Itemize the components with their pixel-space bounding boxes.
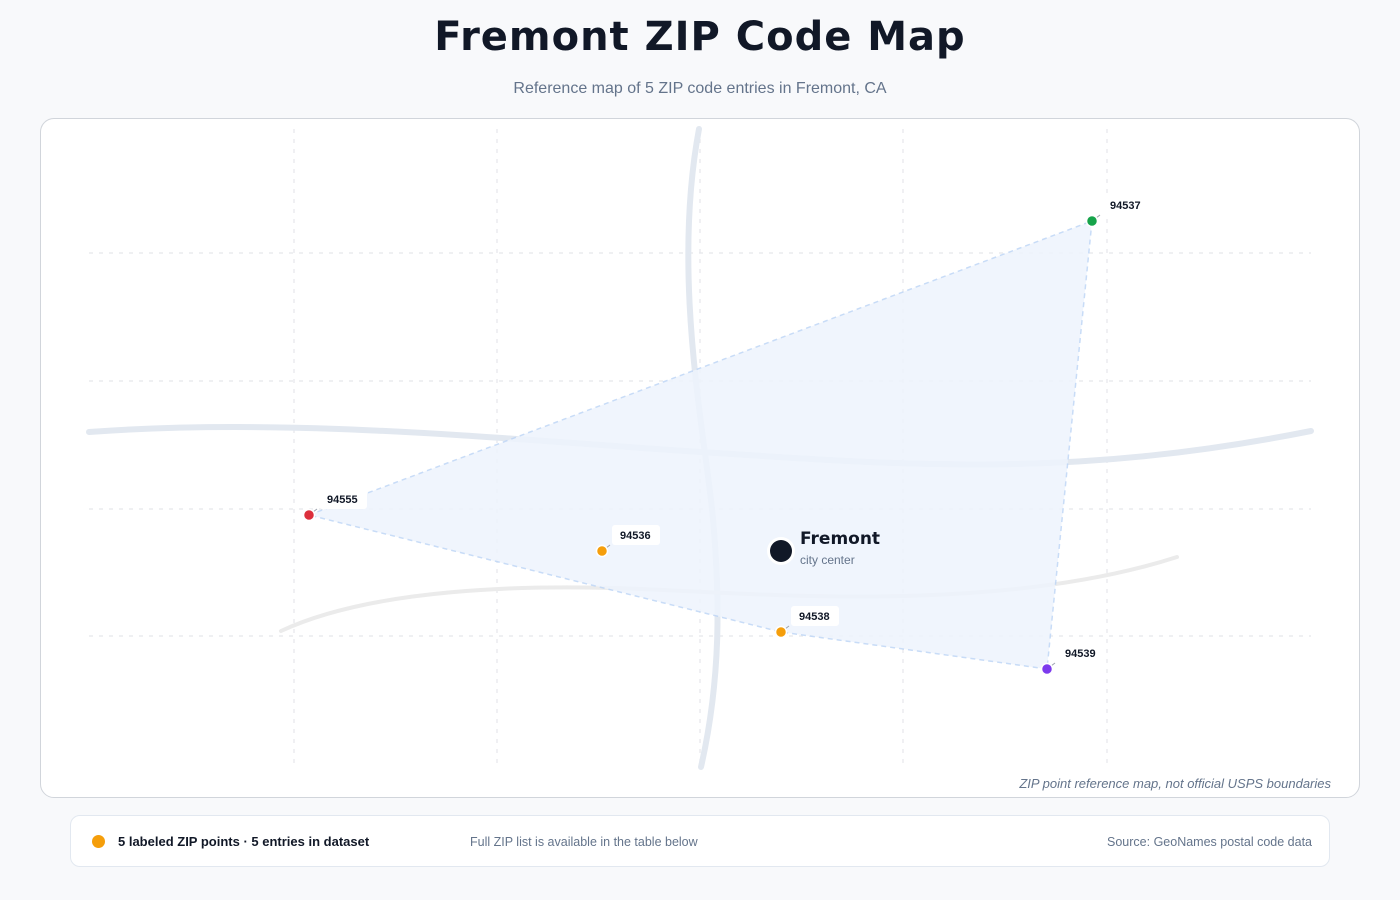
zip-marker-94537[interactable]: 94537	[1085, 195, 1151, 228]
zip-marker-94555[interactable]: 94555	[302, 489, 368, 522]
zip-label-box	[1102, 195, 1150, 215]
city-name: Fremont	[800, 529, 880, 549]
zip-point-dot[interactable]	[1040, 662, 1054, 676]
zip-marker-94538[interactable]: 94538	[774, 606, 840, 639]
city-sub-label: city center	[800, 553, 855, 567]
zip-point-dot[interactable]	[595, 544, 609, 558]
page-subtitle: Reference map of 5 ZIP code entries in F…	[513, 80, 887, 97]
legend-source: Source: GeoNames postal code data	[1107, 835, 1312, 849]
zip-label-box	[612, 525, 660, 545]
zip-point-dot[interactable]	[302, 508, 316, 522]
map-panel[interactable]: Fremont city center 94555 94536 94538 94537…	[40, 118, 1360, 798]
zip-label-box	[791, 606, 839, 626]
page-title: Fremont ZIP Code Map	[434, 14, 966, 60]
zip-label: 94537	[1110, 200, 1141, 212]
zip-label: 94538	[799, 611, 830, 623]
zip-point-dot[interactable]	[1085, 214, 1099, 228]
zip-coverage-area	[306, 219, 1093, 670]
legend-dot-icon	[92, 835, 105, 848]
zip-label: 94539	[1065, 648, 1096, 660]
zip-label-box	[319, 489, 367, 509]
zip-markers: 94555 94536 94538 94537 94539	[302, 195, 1151, 676]
zip-label: 94555	[327, 494, 358, 506]
zip-label: 94536	[620, 530, 651, 542]
legend-count: 5 labeled ZIP points · 5 entries in data…	[118, 834, 370, 849]
zip-marker-94539[interactable]: 94539	[1040, 643, 1106, 676]
zip-label-box	[1057, 643, 1105, 663]
legend-bar: 5 labeled ZIP points · 5 entries in data…	[70, 815, 1330, 867]
zip-point-dot[interactable]	[774, 625, 788, 639]
legend-note: Full ZIP list is available in the table …	[470, 835, 698, 849]
zip-marker-94536[interactable]: 94536	[595, 525, 661, 558]
city-center-marker[interactable]: Fremont city center	[767, 529, 880, 567]
city-center-dot	[770, 540, 792, 562]
map-canvas[interactable]: Fremont city center 94555 94536 94538 94537…	[41, 119, 1359, 797]
map-disclaimer: ZIP point reference map, not official US…	[1019, 776, 1331, 791]
